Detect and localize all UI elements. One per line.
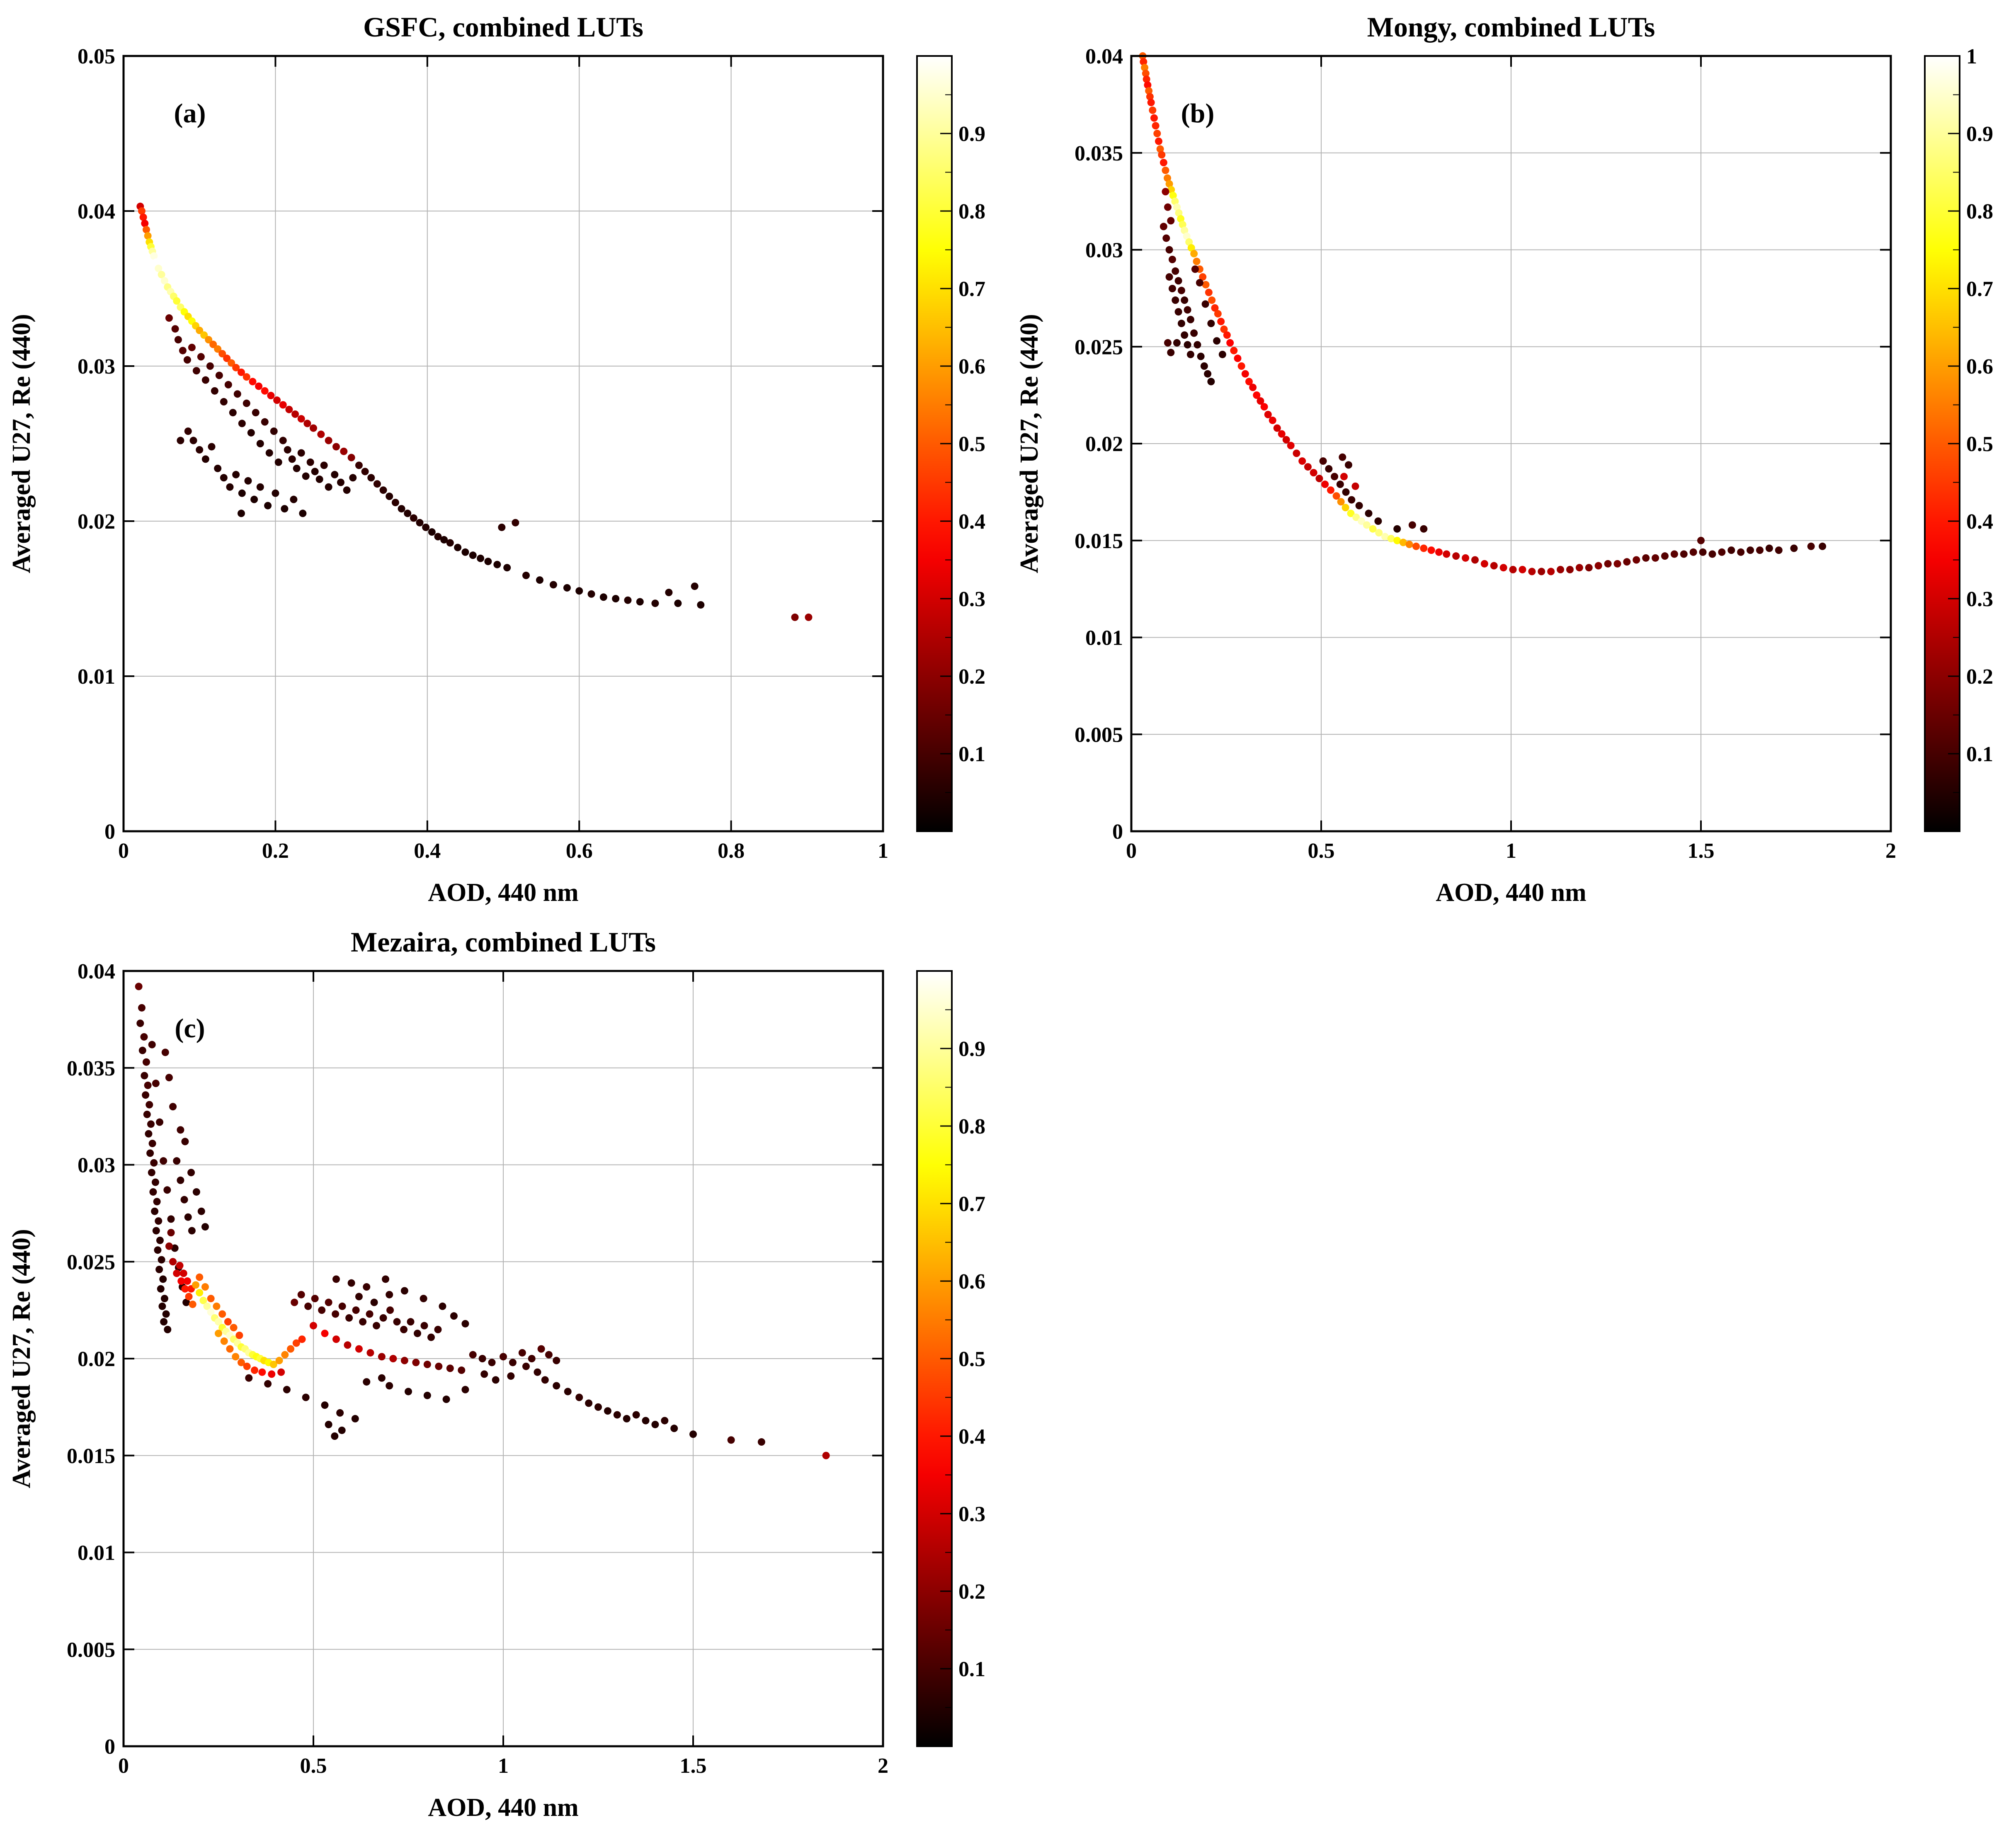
panel-annotation: (b) bbox=[1181, 98, 1215, 129]
svg-text:0.015: 0.015 bbox=[1075, 529, 1123, 553]
chart-title: Mezaira, combined LUTs bbox=[351, 926, 656, 958]
svg-text:0.2: 0.2 bbox=[1966, 665, 1993, 689]
x-axis-label: AOD, 440 nm bbox=[428, 879, 578, 907]
svg-text:0.1: 0.1 bbox=[1966, 743, 1993, 766]
svg-text:0.8: 0.8 bbox=[958, 1115, 985, 1138]
svg-text:0.02: 0.02 bbox=[78, 1347, 115, 1371]
chart-title: GSFC, combined LUTs bbox=[363, 11, 643, 43]
svg-text:0.1: 0.1 bbox=[958, 1658, 985, 1681]
svg-text:0.035: 0.035 bbox=[67, 1057, 115, 1080]
svg-text:0.035: 0.035 bbox=[1075, 142, 1123, 165]
scatter-points bbox=[135, 983, 830, 1459]
svg-text:0.8: 0.8 bbox=[958, 200, 985, 223]
svg-text:0.5: 0.5 bbox=[1966, 432, 1993, 456]
svg-text:0.7: 0.7 bbox=[1966, 277, 1993, 301]
svg-text:0.01: 0.01 bbox=[1085, 626, 1123, 650]
panel-annotation: (a) bbox=[174, 98, 206, 129]
svg-text:0.2: 0.2 bbox=[958, 665, 985, 689]
svg-text:0.9: 0.9 bbox=[1966, 122, 1993, 146]
svg-text:0: 0 bbox=[104, 820, 115, 844]
svg-text:0.7: 0.7 bbox=[958, 1192, 985, 1216]
x-axis-label: AOD, 440 nm bbox=[428, 1794, 578, 1822]
scatter-points bbox=[1139, 52, 1827, 575]
svg-text:0: 0 bbox=[1126, 839, 1137, 863]
svg-text:0.3: 0.3 bbox=[958, 587, 985, 611]
svg-text:1.5: 1.5 bbox=[1688, 839, 1715, 863]
svg-text:0: 0 bbox=[118, 1754, 129, 1778]
svg-text:0.04: 0.04 bbox=[1085, 45, 1123, 68]
svg-text:0.5: 0.5 bbox=[300, 1754, 327, 1778]
svg-text:0.4: 0.4 bbox=[1966, 510, 1993, 534]
svg-text:2: 2 bbox=[878, 1754, 888, 1778]
y-axis-label: Averaged U27, Re (440) bbox=[7, 314, 36, 573]
svg-text:0.6: 0.6 bbox=[1966, 355, 1993, 379]
y-axis-label: Averaged U27, Re (440) bbox=[1015, 314, 1043, 573]
svg-text:0.7: 0.7 bbox=[958, 277, 985, 301]
svg-text:0.4: 0.4 bbox=[414, 839, 441, 863]
svg-text:0.8: 0.8 bbox=[1966, 200, 1993, 223]
svg-text:0.4: 0.4 bbox=[958, 1425, 985, 1449]
chart-title: Mongy, combined LUTs bbox=[1367, 11, 1655, 43]
svg-text:0.6: 0.6 bbox=[958, 1270, 985, 1294]
svg-text:0.2: 0.2 bbox=[262, 839, 289, 863]
empty-cell bbox=[1008, 915, 2016, 1830]
chart-svg: 0 0.5 1 1.5 2 0 0.005 0.01 0.015 0.02 0.025 0.03 0.0… bbox=[7, 926, 985, 1822]
svg-text:0.01: 0.01 bbox=[78, 1541, 115, 1565]
svg-text:0.025: 0.025 bbox=[67, 1250, 115, 1274]
svg-text:0: 0 bbox=[1112, 820, 1123, 844]
panel-annotation: (c) bbox=[175, 1013, 205, 1044]
scatter-points bbox=[136, 202, 813, 621]
svg-text:0.2: 0.2 bbox=[958, 1580, 985, 1604]
svg-text:0.005: 0.005 bbox=[1075, 723, 1123, 747]
svg-text:2: 2 bbox=[1885, 839, 1896, 863]
svg-text:0.9: 0.9 bbox=[958, 1037, 985, 1061]
svg-text:0.05: 0.05 bbox=[78, 45, 115, 68]
svg-text:0.6: 0.6 bbox=[958, 355, 985, 379]
svg-text:0.04: 0.04 bbox=[78, 200, 115, 223]
svg-text:0.015: 0.015 bbox=[67, 1444, 115, 1468]
svg-text:0.025: 0.025 bbox=[1075, 335, 1123, 359]
svg-text:1: 1 bbox=[1506, 839, 1516, 863]
svg-text:0.6: 0.6 bbox=[566, 839, 593, 863]
colorbar: 0.1 0.2 0.3 0.4 0.5 0.6 0.7 0.8 0.9 bbox=[916, 55, 985, 832]
svg-text:0.1: 0.1 bbox=[958, 743, 985, 766]
svg-text:0.3: 0.3 bbox=[958, 1502, 985, 1526]
svg-text:1.5: 1.5 bbox=[680, 1754, 707, 1778]
svg-text:0.04: 0.04 bbox=[78, 960, 115, 983]
svg-text:0.9: 0.9 bbox=[958, 122, 985, 146]
svg-text:0.03: 0.03 bbox=[78, 355, 115, 379]
svg-text:0.4: 0.4 bbox=[958, 510, 985, 534]
svg-text:0.03: 0.03 bbox=[1085, 239, 1123, 262]
chart-gsfc: 0 0.2 0.4 0.6 0.8 1 0 0.01 0.02 0.03 0.04 0.05 GSFC,… bbox=[0, 0, 1008, 915]
svg-text:0.5: 0.5 bbox=[958, 432, 985, 456]
svg-text:0.8: 0.8 bbox=[718, 839, 745, 863]
svg-text:0.02: 0.02 bbox=[78, 510, 115, 534]
svg-text:0: 0 bbox=[104, 1735, 115, 1759]
svg-text:0: 0 bbox=[118, 839, 129, 863]
chart-svg: 0 0.5 1 1.5 2 0 0.005 0.01 0.015 0.02 0.025 0.03 0.0… bbox=[1015, 11, 1993, 907]
svg-text:1: 1 bbox=[1966, 45, 1977, 68]
svg-text:0.01: 0.01 bbox=[78, 665, 115, 689]
svg-text:0.5: 0.5 bbox=[1308, 839, 1335, 863]
svg-text:0.005: 0.005 bbox=[67, 1638, 115, 1662]
svg-text:0.03: 0.03 bbox=[78, 1154, 115, 1177]
svg-text:1: 1 bbox=[498, 1754, 509, 1778]
svg-text:0.02: 0.02 bbox=[1085, 432, 1123, 456]
chart-mongy: 0 0.5 1 1.5 2 0 0.005 0.01 0.015 0.02 0.025 0.03 0.0… bbox=[1008, 0, 2016, 915]
colorbar: 0.1 0.2 0.3 0.4 0.5 0.6 0.7 0.8 0.9 bbox=[916, 970, 985, 1747]
colorbar: 0.1 0.2 0.3 0.4 0.5 0.6 0.7 0.8 0.9 1 bbox=[1924, 45, 1993, 832]
svg-text:0.5: 0.5 bbox=[958, 1347, 985, 1371]
x-axis-label: AOD, 440 nm bbox=[1436, 879, 1586, 907]
svg-text:0.3: 0.3 bbox=[1966, 587, 1993, 611]
chart-svg: 0 0.2 0.4 0.6 0.8 1 0 0.01 0.02 0.03 0.04 0.05 GSFC,… bbox=[7, 11, 985, 907]
chart-mezaira: 0 0.5 1 1.5 2 0 0.005 0.01 0.015 0.02 0.025 0.03 0.0… bbox=[0, 915, 1008, 1830]
y-axis-label: Averaged U27, Re (440) bbox=[7, 1229, 36, 1488]
svg-text:1: 1 bbox=[878, 839, 888, 863]
